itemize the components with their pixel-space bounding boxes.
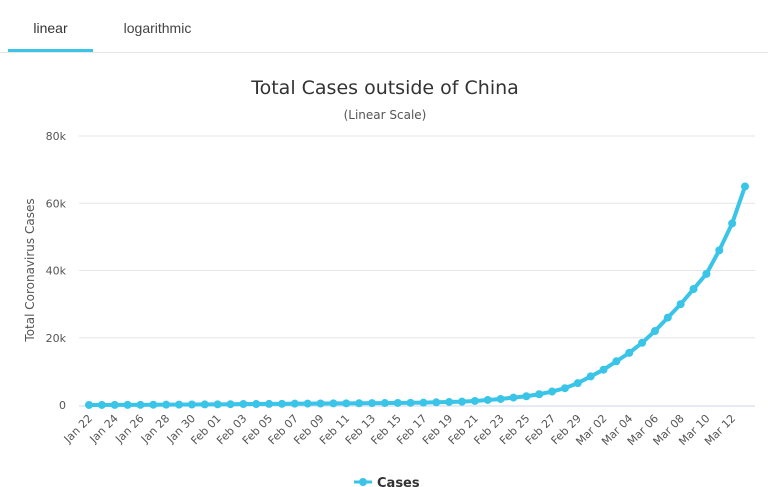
data-point[interactable] xyxy=(187,400,196,409)
y-axis-ticks: 0 20k 40k 60k 80k xyxy=(46,130,67,412)
data-point[interactable] xyxy=(741,182,749,191)
data-point[interactable] xyxy=(470,396,479,405)
data-point[interactable] xyxy=(650,327,659,336)
data-point[interactable] xyxy=(329,399,338,408)
chart-title: Total Cases outside of China xyxy=(250,77,519,99)
data-point[interactable] xyxy=(393,398,402,407)
data-point[interactable] xyxy=(226,400,235,409)
data-point[interactable] xyxy=(432,398,441,407)
data-point[interactable] xyxy=(483,395,492,404)
data-point[interactable] xyxy=(380,399,389,408)
data-point[interactable] xyxy=(638,338,647,347)
data-point[interactable] xyxy=(303,399,312,408)
legend[interactable]: Cases xyxy=(354,476,420,487)
x-tick-label: Jan 24 xyxy=(87,412,121,446)
data-point[interactable] xyxy=(702,269,711,278)
data-point[interactable] xyxy=(252,399,261,408)
data-point[interactable] xyxy=(123,400,132,409)
data-point[interactable] xyxy=(458,397,467,406)
data-point[interactable] xyxy=(419,398,428,407)
data-point[interactable] xyxy=(715,246,724,255)
y-tick-label: 60k xyxy=(46,197,67,210)
data-point[interactable] xyxy=(599,365,608,374)
data-point[interactable] xyxy=(625,348,634,357)
data-point[interactable] xyxy=(548,387,557,396)
data-point[interactable] xyxy=(175,400,184,409)
data-point[interactable] xyxy=(522,392,531,401)
y-tick-label: 0 xyxy=(59,399,66,412)
data-point[interactable] xyxy=(689,284,698,293)
series-markers xyxy=(85,182,749,409)
y-tick-label: 80k xyxy=(46,130,67,143)
chart-subtitle: (Linear Scale) xyxy=(344,108,427,122)
x-tick-label: Jan 28 xyxy=(138,412,172,446)
data-point[interactable] xyxy=(342,399,351,408)
data-point[interactable] xyxy=(612,357,621,366)
data-point[interactable] xyxy=(367,399,376,408)
data-point[interactable] xyxy=(445,397,454,406)
data-point[interactable] xyxy=(290,399,299,408)
data-point[interactable] xyxy=(277,399,286,408)
data-point[interactable] xyxy=(239,400,248,409)
data-point[interactable] xyxy=(200,400,209,409)
data-point[interactable] xyxy=(496,394,505,403)
legend-label-cases[interactable]: Cases xyxy=(377,476,420,487)
data-point[interactable] xyxy=(728,219,737,228)
tab-linear[interactable]: linear xyxy=(33,20,68,36)
data-point[interactable] xyxy=(509,393,518,402)
data-point[interactable] xyxy=(97,400,106,409)
data-point[interactable] xyxy=(663,313,672,322)
data-point[interactable] xyxy=(355,399,364,408)
y-tick-label: 40k xyxy=(46,265,67,278)
data-point[interactable] xyxy=(586,372,595,381)
y-tick-label: 20k xyxy=(46,332,67,345)
y-axis-label: Total Coronavirus Cases xyxy=(23,198,37,342)
x-tick-label: Jan 22 xyxy=(61,412,95,446)
series-line-cases[interactable] xyxy=(87,184,747,407)
data-point[interactable] xyxy=(149,400,158,409)
data-point[interactable] xyxy=(560,384,569,393)
data-point[interactable] xyxy=(136,400,145,409)
data-point[interactable] xyxy=(316,399,325,408)
data-point[interactable] xyxy=(535,390,544,399)
tab-logarithmic[interactable]: logarithmic xyxy=(123,20,192,36)
data-point[interactable] xyxy=(213,400,222,409)
scale-tabs: linear logarithmic xyxy=(0,0,768,53)
x-tick-label: Jan 26 xyxy=(112,412,146,446)
data-point[interactable] xyxy=(265,399,274,408)
data-point[interactable] xyxy=(676,300,685,309)
data-point[interactable] xyxy=(162,400,171,409)
data-point[interactable] xyxy=(110,400,119,409)
data-point[interactable] xyxy=(85,400,93,409)
data-point[interactable] xyxy=(406,398,415,407)
data-point[interactable] xyxy=(573,379,582,388)
y-gridlines xyxy=(79,135,755,339)
legend-swatch-marker xyxy=(359,478,367,486)
active-tab-indicator xyxy=(8,49,93,52)
